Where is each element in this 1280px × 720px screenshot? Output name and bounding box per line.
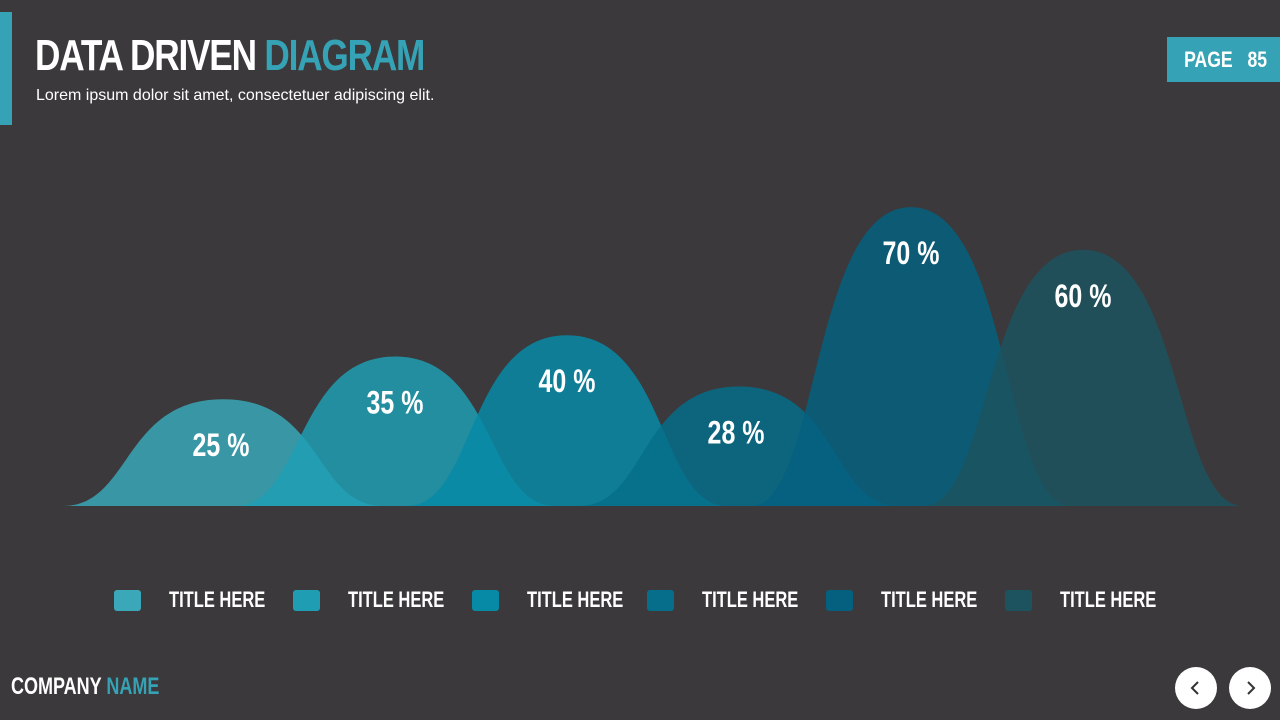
- chart-area-6: [923, 249, 1243, 507]
- title-part-1: DATA DRIVEN: [35, 31, 257, 80]
- data-label-2: 35 %: [367, 386, 424, 422]
- accent-bar: [0, 12, 12, 125]
- data-label-4: 28 %: [708, 416, 765, 452]
- next-page-button[interactable]: [1229, 667, 1271, 709]
- company-name-part-2: NAME: [106, 673, 160, 700]
- company-name-part-1: COMPANY: [11, 673, 102, 700]
- chevron-left-icon: [1190, 681, 1199, 695]
- page-number: 85: [1247, 46, 1267, 72]
- data-label-6: 60 %: [1055, 279, 1112, 315]
- page-badge: PAGE 85: [1167, 37, 1280, 82]
- data-label-5: 70 %: [883, 236, 940, 272]
- data-label-1: 25 %: [193, 428, 250, 464]
- company-name: COMPANY NAME: [11, 672, 159, 702]
- page-title: DATA DRIVEN DIAGRAM: [35, 30, 425, 82]
- data-label-3: 40 %: [539, 364, 596, 400]
- title-part-2: DIAGRAM: [264, 31, 425, 80]
- prev-page-button[interactable]: [1175, 667, 1217, 709]
- chevron-right-icon: [1247, 681, 1256, 695]
- page-subtitle: Lorem ipsum dolor sit amet, consectetuer…: [36, 87, 435, 104]
- page-label: PAGE: [1183, 46, 1233, 72]
